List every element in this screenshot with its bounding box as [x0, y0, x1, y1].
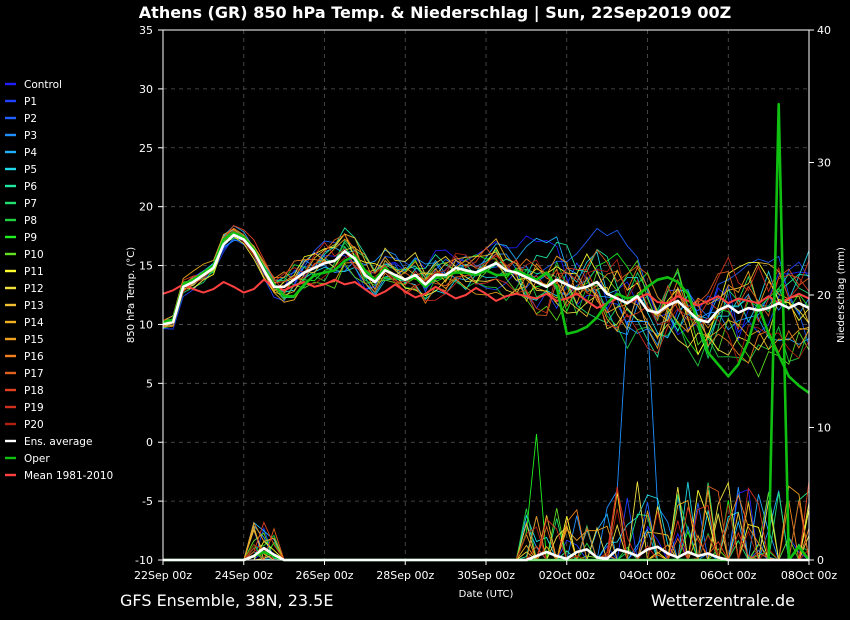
footer-site-name: Wetterzentrale.de: [651, 591, 795, 610]
y2-tick-label: 0: [817, 554, 824, 567]
legend-label: P14: [24, 317, 44, 329]
y-tick-label: 25: [139, 142, 153, 155]
legend-entry: P12: [5, 283, 44, 295]
legend-label: P4: [24, 147, 37, 159]
legend-entry: P3: [5, 130, 37, 142]
footer-model-info: GFS Ensemble, 38N, 23.5E: [120, 591, 333, 610]
legend: Control P1 P2 P3 P4 P5 P6 P7 P8 P9 P10 P11 P12 P13 P14…: [5, 79, 113, 482]
legend-entry: P5: [5, 164, 37, 176]
ens-average-temp-line: [162, 233, 810, 326]
legend-label: P1: [24, 96, 37, 108]
legend-label: P18: [24, 385, 44, 397]
legend-entry: P2: [5, 113, 37, 125]
legend-entry: P16: [5, 351, 44, 363]
ensemble-member-line: [162, 225, 810, 331]
legend-label: Mean 1981-2010: [24, 470, 113, 482]
legend-entry: P19: [5, 402, 44, 414]
legend-label: P10: [24, 249, 44, 261]
legend-label: P9: [24, 232, 37, 244]
legend-label: P5: [24, 164, 37, 176]
legend-entry: P14: [5, 317, 44, 329]
legend-label: P6: [24, 181, 37, 193]
legend-label: P20: [24, 419, 44, 431]
x-tick-label: 06Oct 00z: [700, 569, 757, 582]
legend-entry: P1: [5, 96, 37, 108]
chart-title: Athens (GR) 850 hPa Temp. & Niederschlag…: [139, 3, 731, 23]
legend-label: P2: [24, 113, 37, 125]
ensemble-member-line: [162, 228, 810, 351]
y2-tick-label: 40: [817, 24, 831, 37]
climate-mean-line: [162, 278, 810, 309]
x-tick-label: 02Oct 00z: [539, 569, 596, 582]
legend-label: Ens. average: [24, 436, 92, 448]
ensemble-member-line: [162, 236, 810, 338]
y-tick-label: 5: [146, 377, 153, 390]
y2-tick-label: 20: [817, 289, 831, 302]
x-tick-label: 22Sep 00z: [134, 569, 192, 582]
legend-label: P13: [24, 300, 44, 312]
legend-entry: Ens. average: [5, 436, 92, 448]
legend-entry: P15: [5, 334, 44, 346]
x-tick-label: 08Oct 00z: [781, 569, 838, 582]
legend-entry: P18: [5, 385, 44, 397]
legend-label: Control: [24, 79, 62, 91]
legend-entry: Mean 1981-2010: [5, 470, 113, 482]
y-axis-ticks: 35 30 25 20 15 10 5 0 -5 -10: [135, 24, 163, 567]
legend-entry: P6: [5, 181, 37, 193]
x-axis-label: Date (UTC): [459, 589, 514, 600]
y-tick-label: 10: [139, 318, 153, 331]
legend-label: P8: [24, 215, 37, 227]
y2-axis-ticks: 40 30 20 10 0: [809, 24, 831, 567]
legend-label: P3: [24, 130, 37, 142]
y-tick-label: 15: [139, 260, 153, 273]
legend-label: Oper: [24, 453, 50, 465]
legend-label: P11: [24, 266, 44, 278]
legend-label: P19: [24, 402, 44, 414]
grid-lines: [163, 30, 809, 560]
legend-entry: P11: [5, 266, 44, 278]
x-tick-label: 24Sep 00z: [215, 569, 273, 582]
y-tick-label: 0: [146, 436, 153, 449]
x-tick-label: 04Oct 00z: [619, 569, 676, 582]
y2-axis-label: Niederschlag (mm): [836, 247, 847, 343]
x-tick-label: 28Sep 00z: [376, 569, 434, 582]
y-tick-label: -5: [142, 495, 153, 508]
legend-entry: P7: [5, 198, 37, 210]
legend-label: P16: [24, 351, 44, 363]
legend-entry: P10: [5, 249, 44, 261]
legend-entry: P13: [5, 300, 44, 312]
y-tick-label: -10: [135, 554, 153, 567]
legend-entry: P17: [5, 368, 44, 380]
y2-tick-label: 30: [817, 157, 831, 170]
legend-entry: P4: [5, 147, 37, 159]
y-tick-label: 35: [139, 24, 153, 37]
y2-tick-label: 10: [817, 422, 831, 435]
x-tick-label: 26Sep 00z: [296, 569, 354, 582]
legend-label: P17: [24, 368, 44, 380]
x-tick-label: 30Sep 00z: [457, 569, 515, 582]
legend-label: P7: [24, 198, 37, 210]
legend-entry: P9: [5, 232, 37, 244]
legend-entry: Oper: [5, 453, 50, 465]
legend-entry: P8: [5, 215, 37, 227]
main-series-lines: [162, 102, 811, 562]
legend-label: P12: [24, 283, 44, 295]
x-axis-ticks: 22Sep 00z 24Sep 00z 26Sep 00z 28Sep 00z 30Se…: [134, 560, 837, 582]
legend-entry: P20: [5, 419, 44, 431]
legend-label: P15: [24, 334, 44, 346]
y-tick-label: 20: [139, 201, 153, 214]
legend-entry: Control: [5, 79, 62, 91]
y-tick-label: 30: [139, 83, 153, 96]
y-axis-label: 850 hPa Temp. (°C): [126, 247, 137, 343]
